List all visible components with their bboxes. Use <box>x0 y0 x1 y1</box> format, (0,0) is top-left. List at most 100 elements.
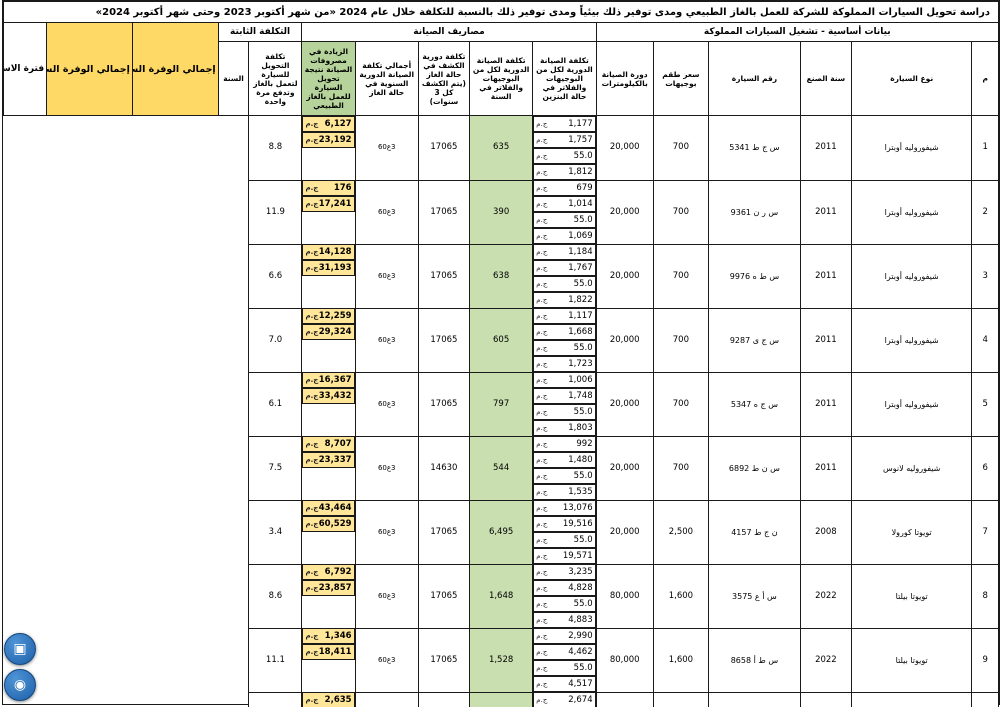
cell-maintenance-increase[interactable]: 390 <box>468 179 534 245</box>
cell-car-type[interactable]: شيفوروليه أوبترا <box>850 243 973 309</box>
cell-saving-year1[interactable]: 6,127 ج.م <box>302 116 355 132</box>
cell-maintenance-cycle-km[interactable]: 20,000 <box>595 115 654 181</box>
cell-gas-total-annual-cost[interactable]: 1,069 ج.م <box>533 228 596 244</box>
cell-plug-set-price[interactable]: 700 <box>652 179 709 245</box>
cell-gas-inspection-cost[interactable]: 55.0 ج.م <box>533 660 596 676</box>
cell-car-type[interactable]: تويوتا بيلتا <box>850 563 973 629</box>
cell-sana[interactable]: 3ع60 <box>354 691 419 707</box>
cell-payback-months[interactable]: 10.4 <box>248 691 303 707</box>
cell-conversion-cost[interactable]: 17065 <box>417 563 470 629</box>
cell-gas-inspection-cost[interactable]: 55.0 ج.م <box>533 276 596 292</box>
cell-maintenance-increase[interactable]: 638 <box>468 243 534 309</box>
cell-saving-year1[interactable]: 16,367 ج.م <box>302 372 355 388</box>
cell-saving-year1[interactable]: 43,464 ج.م <box>302 500 355 516</box>
cell-plate-number[interactable]: س ج ط 5341 <box>707 115 801 181</box>
cell-sana[interactable]: 3ع60 <box>354 563 419 629</box>
cell-model-year[interactable]: 2011 <box>799 371 852 437</box>
cell-saving-year2[interactable]: 23,337 ج.م <box>302 452 355 468</box>
cell-car-type[interactable]: شيفوروليه أوبترا <box>850 371 973 437</box>
cell-saving-year1[interactable]: 8,707 ج.م <box>302 436 355 452</box>
cell-conversion-cost[interactable]: 17065 <box>417 371 470 437</box>
screen-share-icon[interactable]: ▣ <box>4 633 36 665</box>
cell-num[interactable]: 1 <box>971 115 999 181</box>
cell-benzine-cost-per-year[interactable]: 19,516 ج.م <box>533 516 596 532</box>
cell-maintenance-cycle-km[interactable]: 20,000 <box>595 243 654 309</box>
cell-gas-total-annual-cost[interactable]: 1,535 ج.م <box>533 484 596 500</box>
cell-plug-set-price[interactable]: 1,600 <box>652 563 709 629</box>
cell-conversion-cost[interactable]: 17065 <box>417 115 470 181</box>
cell-sana[interactable]: 3ع60 <box>354 307 419 373</box>
cell-benzine-cost-per-cycle[interactable]: 1,177 ج.م <box>533 116 596 132</box>
cell-saving-year2[interactable]: 17,241 ج.م <box>302 196 355 212</box>
cell-benzine-cost-per-year[interactable]: 4,462 ج.م <box>533 644 596 660</box>
cell-saving-year2[interactable]: 18,411 ج.م <box>302 644 355 660</box>
cell-payback-months[interactable]: 8.8 <box>248 115 303 181</box>
cell-maintenance-cycle-km[interactable]: 20,000 <box>595 499 654 565</box>
cell-gas-inspection-cost[interactable]: 55.0 ج.م <box>533 212 596 228</box>
cell-maintenance-cycle-km[interactable]: 80,000 <box>595 691 654 707</box>
cell-saving-year2[interactable]: 23,857 ج.م <box>302 580 355 596</box>
cell-plate-number[interactable]: س ط أ 8676 <box>707 691 801 707</box>
cell-car-type[interactable]: تويوتا كورولا <box>850 499 973 565</box>
cell-maintenance-cycle-km[interactable]: 80,000 <box>595 627 654 693</box>
cell-maintenance-increase[interactable]: 797 <box>468 371 534 437</box>
cell-gas-total-annual-cost[interactable]: 4,883 ج.م <box>533 612 596 628</box>
cell-maintenance-increase[interactable]: 605 <box>468 307 534 373</box>
cell-maintenance-increase[interactable]: 1,648 <box>468 563 534 629</box>
cell-num[interactable]: 6 <box>971 435 999 501</box>
cell-plate-number[interactable]: س ط ه 9976 <box>707 243 801 309</box>
cell-saving-year1[interactable]: 1,346 ج.م <box>302 628 355 644</box>
cell-saving-year1[interactable]: 6,792 ج.م <box>302 564 355 580</box>
cell-plate-number[interactable]: س ط أ 8658 <box>707 627 801 693</box>
cell-payback-months[interactable]: 7.0 <box>248 307 303 373</box>
cell-model-year[interactable]: 2008 <box>799 499 852 565</box>
cell-car-type[interactable]: تويوتا بيلتا <box>850 627 973 693</box>
cell-maintenance-cycle-km[interactable]: 80,000 <box>595 563 654 629</box>
cell-saving-year1[interactable]: 14,128 ج.م <box>302 244 355 260</box>
cell-plate-number[interactable]: س أ ع 3575 <box>707 563 801 629</box>
cell-payback-months[interactable]: 6.1 <box>248 371 303 437</box>
cell-benzine-cost-per-year[interactable]: 1,767 ج.م <box>533 260 596 276</box>
cell-gas-total-annual-cost[interactable]: 1,822 ج.م <box>533 292 596 308</box>
cell-sana[interactable]: 3ع60 <box>354 243 419 309</box>
cell-car-type[interactable]: شيفوروليه أوبترا <box>850 179 973 245</box>
cell-benzine-cost-per-year[interactable]: 1,748 ج.م <box>533 388 596 404</box>
cell-model-year[interactable]: 2022 <box>799 691 852 707</box>
cell-benzine-cost-per-year[interactable]: 1,757 ج.م <box>533 132 596 148</box>
cell-payback-months[interactable]: 3.4 <box>248 499 303 565</box>
cell-saving-year2[interactable]: 33,432 ج.م <box>302 388 355 404</box>
cell-plug-set-price[interactable]: 700 <box>652 115 709 181</box>
cell-gas-inspection-cost[interactable]: 55.0 ج.م <box>533 468 596 484</box>
cell-conversion-cost[interactable]: 17065 <box>417 243 470 309</box>
cell-saving-year2[interactable]: 29,324 ج.م <box>302 324 355 340</box>
cell-model-year[interactable]: 2011 <box>799 243 852 309</box>
cell-num[interactable]: 3 <box>971 243 999 309</box>
cell-benzine-cost-per-cycle[interactable]: 3,235 ج.م <box>533 564 596 580</box>
cell-maintenance-cycle-km[interactable]: 20,000 <box>595 371 654 437</box>
cell-car-type[interactable]: شيفوروليه أوبترا <box>850 115 973 181</box>
cell-conversion-cost[interactable]: 14630 <box>417 435 470 501</box>
cell-saving-year1[interactable]: 12,259 ج.م <box>302 308 355 324</box>
cell-benzine-cost-per-cycle[interactable]: 1,117 ج.م <box>533 308 596 324</box>
cell-sana[interactable]: 3ع60 <box>354 435 419 501</box>
cell-model-year[interactable]: 2011 <box>799 435 852 501</box>
cell-conversion-cost[interactable]: 17065 <box>417 499 470 565</box>
cell-maintenance-cycle-km[interactable]: 20,000 <box>595 307 654 373</box>
cell-saving-year2[interactable]: 60,529 ج.م <box>302 516 355 532</box>
cell-gas-inspection-cost[interactable]: 55.0 ج.م <box>533 532 596 548</box>
cell-plug-set-price[interactable]: 2,500 <box>652 499 709 565</box>
cell-conversion-cost[interactable]: 17065 <box>417 691 470 707</box>
cell-gas-inspection-cost[interactable]: 55.0 ج.م <box>533 596 596 612</box>
cell-plate-number[interactable]: س ج ه 5347 <box>707 371 801 437</box>
cell-maintenance-cycle-km[interactable]: 20,000 <box>595 435 654 501</box>
cell-plug-set-price[interactable]: 1,600 <box>652 691 709 707</box>
cell-num[interactable]: 8 <box>971 563 999 629</box>
cell-maintenance-increase[interactable]: 1,372 <box>468 691 534 707</box>
cell-sana[interactable]: 3ع60 <box>354 179 419 245</box>
cell-payback-months[interactable]: 8.6 <box>248 563 303 629</box>
cell-model-year[interactable]: 2022 <box>799 563 852 629</box>
cell-plug-set-price[interactable]: 700 <box>652 307 709 373</box>
cell-maintenance-increase[interactable]: 635 <box>468 115 534 181</box>
cell-maintenance-increase[interactable]: 6,495 <box>468 499 534 565</box>
cell-num[interactable]: 4 <box>971 307 999 373</box>
